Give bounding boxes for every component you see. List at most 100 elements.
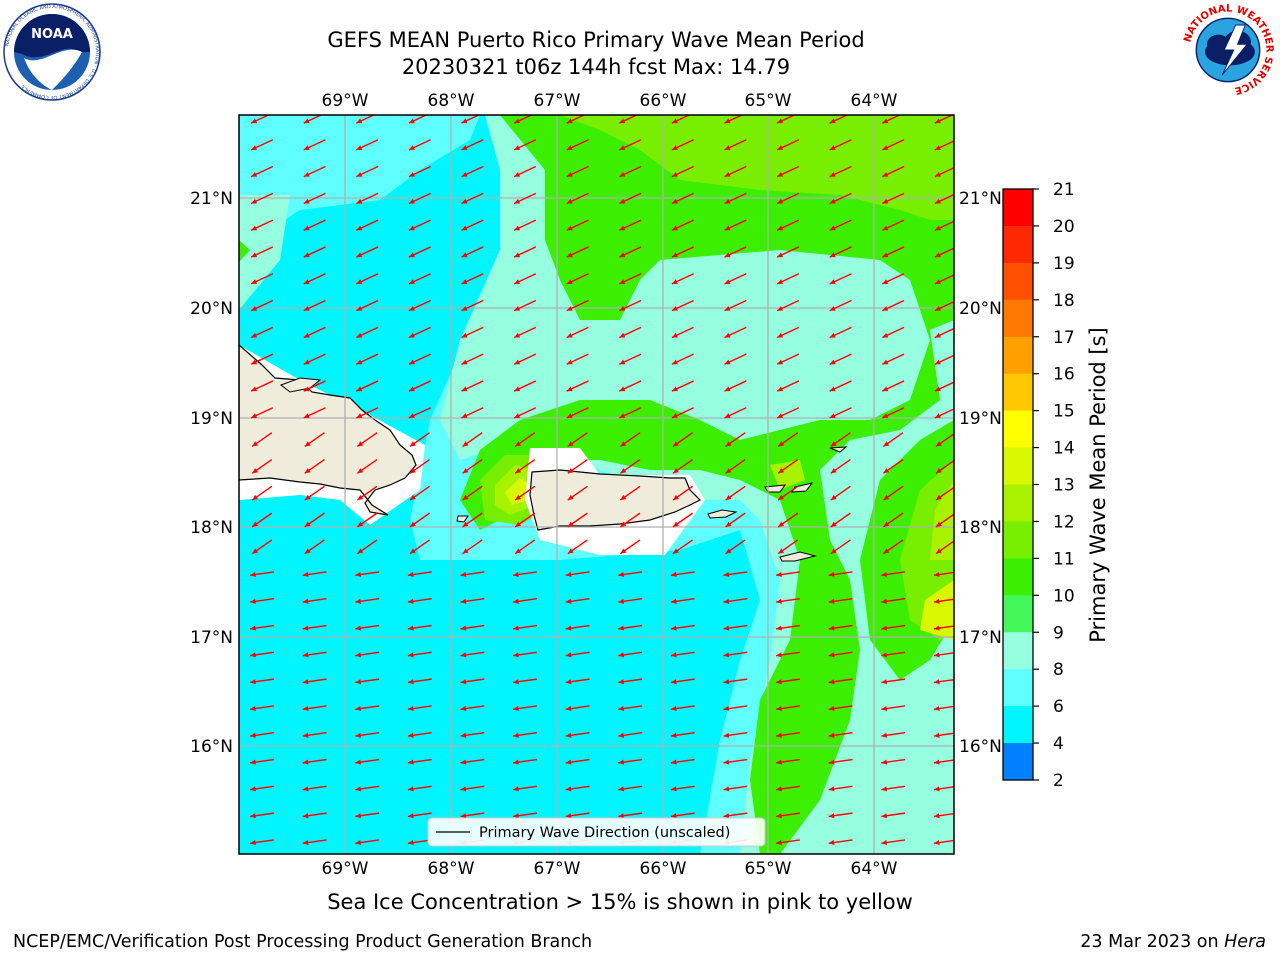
wave-arrow (776, 705, 800, 712)
footer-date-text: 23 Mar 2023 on (1080, 932, 1225, 952)
wave-arrow (724, 139, 747, 151)
wave-arrow (251, 512, 273, 528)
colorbar-tick-label: 8 (1053, 660, 1064, 680)
wave-arrow (935, 540, 954, 555)
colorbar-tick-label: 6 (1053, 697, 1064, 717)
wave-arrow (670, 651, 695, 658)
wave-arrow (514, 432, 536, 448)
wave-arrow (776, 219, 800, 231)
colorbar-cell (1003, 336, 1033, 375)
wave-arrow (725, 539, 746, 555)
lon-label-top-68w: 68°W (428, 91, 475, 111)
wave-arrow (723, 758, 748, 765)
wave-arrow (829, 353, 852, 365)
wave-arrow (407, 785, 432, 792)
wave-arrow (461, 139, 484, 151)
wave-arrow (671, 219, 694, 231)
wave-arrow (408, 165, 431, 178)
colorbar-cell (1003, 706, 1033, 744)
colorbar-cell (1003, 373, 1033, 412)
wave-arrow (828, 651, 853, 658)
wave-arrow (881, 732, 906, 738)
wave-arrow (250, 571, 274, 578)
wave-arrow (250, 353, 274, 365)
wave-arrow (250, 139, 274, 151)
wave-arrow (829, 407, 852, 419)
wave-arrow (461, 326, 484, 339)
wave-arrow (881, 651, 906, 658)
field-band-13-east (930, 480, 954, 560)
wave-arrow (830, 458, 851, 474)
wave-arrow (776, 165, 800, 178)
lat-label-left-20n: 20°N (190, 299, 233, 319)
wave-arrow (934, 115, 954, 124)
st-croix-island (779, 551, 817, 562)
wave-arrow (513, 139, 537, 151)
colorbar-tick-label: 9 (1053, 623, 1064, 643)
wave-arrow (934, 247, 954, 258)
wave-arrow (461, 165, 484, 178)
wave-arrow (671, 380, 694, 392)
wave-arrow (355, 758, 380, 765)
colorbar-cell (1003, 189, 1033, 227)
wave-arrow (829, 299, 852, 312)
wave-arrow (829, 192, 852, 205)
wave-arrow (356, 139, 379, 151)
wave-arrow (565, 678, 590, 685)
wave-arrow (513, 380, 537, 392)
colorbar-tick-label: 21 (1053, 180, 1075, 200)
wave-arrow (670, 705, 695, 712)
wave-arrow (935, 433, 954, 448)
wave-arrow (408, 219, 431, 231)
lon-label-bottom-69w: 69°W (322, 859, 369, 879)
wave-arrow (303, 299, 326, 312)
noaa-logo-text: NOAA (31, 27, 73, 42)
wave-arrow (723, 705, 748, 712)
wave-arrow (356, 458, 378, 474)
wave-arrow (882, 246, 905, 258)
wave-arrow (776, 678, 800, 685)
wave-arrow (303, 407, 326, 419)
wave-arrow (356, 432, 378, 448)
wave-arrow (251, 485, 273, 501)
colorbar-tick-label: 16 (1053, 365, 1075, 385)
wave-arrow (566, 192, 589, 205)
wave-arrow (829, 246, 852, 258)
wave-arrow (934, 167, 954, 178)
wave-arrow (513, 812, 537, 819)
map-frame (238, 114, 955, 855)
wave-arrow (619, 539, 641, 555)
wave-arrow (882, 219, 905, 231)
wave-arrow (303, 273, 326, 285)
field-band-9-west (239, 195, 290, 310)
wave-arrow (670, 571, 695, 578)
wave-arrow (776, 273, 800, 285)
wave-arrow (513, 192, 537, 205)
wave-arrow (619, 353, 642, 365)
wave-arrow (830, 432, 851, 448)
wave-arrow (830, 539, 851, 555)
wave-arrow (250, 785, 274, 792)
wave-arrow (776, 624, 800, 631)
wave-arrow (618, 678, 643, 685)
wave-arrow (566, 353, 589, 365)
wave-arrow (776, 115, 797, 124)
wave-arrow (881, 705, 906, 712)
wave-arrow (934, 220, 954, 231)
wave-arrow (619, 512, 641, 528)
wave-arrow (567, 485, 588, 501)
wave-arrow (462, 458, 483, 474)
wave-arrow (566, 380, 589, 392)
wave-arrow (355, 598, 380, 604)
wave-arrow (829, 273, 852, 285)
wave-arrow (882, 115, 902, 124)
wave-arrow (303, 380, 326, 392)
anegada-island (829, 446, 848, 453)
wave-arrow (672, 485, 694, 501)
wave-arrow (567, 432, 588, 448)
field-hotspot-vi (770, 460, 805, 490)
lon-label-top-69w: 69°W (322, 91, 369, 111)
wave-arrow (566, 326, 589, 339)
wave-arrow (355, 812, 380, 819)
wave-arrow (409, 432, 431, 448)
